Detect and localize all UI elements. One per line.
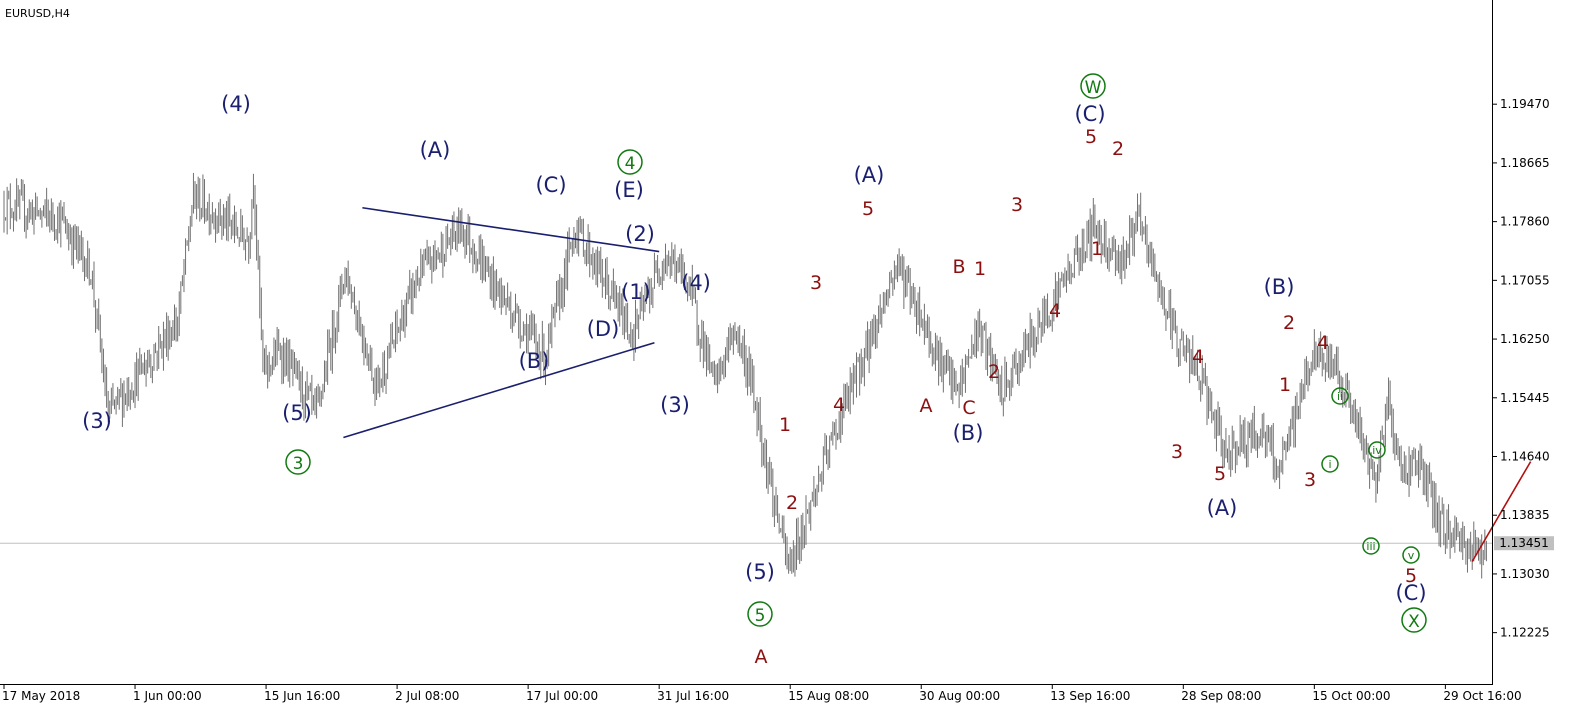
wave-label: v [1408, 549, 1415, 562]
y-axis-ticks: 1.19470 1.18665 1.17860 1.17055 1.16250 1.154… [1492, 97, 1550, 640]
axes-layer: 1.19470 1.18665 1.17860 1.17055 1.16250 1.154… [0, 0, 1550, 703]
wave-label: (B) [953, 421, 984, 445]
wave-label: i [1328, 458, 1331, 471]
wave-label: 1 [779, 414, 791, 436]
x-tick-label: 13 Sep 16:00 [1050, 689, 1130, 703]
wave-label: 3 [1304, 469, 1316, 491]
wave-label: 2 [1283, 312, 1295, 334]
x-tick-label: 15 Aug 08:00 [788, 689, 869, 703]
wave-label: (2) [625, 222, 655, 246]
wave-label: (D) [587, 317, 620, 341]
wave-label: 1 [1091, 238, 1103, 260]
wave-label: (5) [745, 560, 775, 584]
wave-label: ii [1337, 390, 1343, 403]
wave-label-circle [1321, 455, 1339, 473]
x-tick-label: 28 Sep 08:00 [1181, 689, 1261, 703]
wave-label: iii [1366, 540, 1375, 553]
x-tick-label: 1 Jun 00:00 [133, 689, 202, 703]
wave-label: (E) [614, 178, 644, 202]
trendlines-layer [343, 206, 1532, 562]
wave-labels-layer: (3) (4) (5) 3 (A) (B) (C) (D) (E) 4 (2) (1) (4) (3) (5… [82, 73, 1427, 668]
wave-label-circle [747, 601, 773, 627]
wave-label-circle [1331, 387, 1349, 405]
wave-label-circle [617, 149, 643, 175]
x-tick-label: 29 Oct 16:00 [1443, 689, 1521, 703]
wave-label: 4 [625, 154, 636, 174]
x-tick-label: 17 May 2018 [2, 689, 80, 703]
wave-label-circle [1401, 607, 1427, 633]
triangle-upper-trendline[interactable] [362, 206, 660, 253]
wave-label: 4 [1192, 346, 1204, 368]
wave-label: 1 [1279, 374, 1291, 396]
x-tick-label: 15 Oct 00:00 [1312, 689, 1390, 703]
x-tick-label: 2 Jul 08:00 [395, 689, 459, 703]
x-tick-label: 30 Aug 00:00 [919, 689, 1000, 703]
wave-label: 3 [1011, 194, 1023, 216]
y-tick-label: 1.16250 [1500, 332, 1550, 346]
wave-label: B [952, 256, 965, 278]
wave-label: (C) [1074, 102, 1105, 126]
wave-label: 2 [786, 492, 798, 514]
y-tick-label: 1.17860 [1500, 215, 1550, 229]
wave-label: (B) [1264, 275, 1295, 299]
wave-label: 4 [1317, 332, 1329, 354]
wave-label-circle [1362, 537, 1380, 555]
wave-label-circle [1080, 73, 1106, 99]
wave-label: 4 [833, 394, 845, 416]
wave-label: 5 [755, 606, 766, 626]
wave-label: (3) [82, 409, 112, 433]
wave-label: 3 [293, 454, 304, 474]
wave-label: 3 [810, 272, 822, 294]
wave-label: (B) [519, 349, 550, 373]
projection-line[interactable] [1471, 461, 1532, 562]
wave-label: 4 [1049, 300, 1061, 322]
x-tick-label: 15 Jun 16:00 [264, 689, 340, 703]
y-tick-label: 1.14640 [1500, 449, 1550, 463]
wave-label-circle [1368, 441, 1386, 459]
wave-label: (C) [1395, 581, 1426, 605]
current-price-label: 1.13451 [1499, 536, 1549, 550]
y-tick-label: 1.12225 [1500, 626, 1550, 640]
candlestick-series [3, 172, 1487, 579]
x-axis-ticks: 17 May 2018 1 Jun 00:00 15 Jun 16:00 2 Jul … [2, 684, 1522, 703]
x-tick-label: 17 Jul 00:00 [526, 689, 598, 703]
wave-label: (4) [681, 271, 711, 295]
wave-label: 2 [1112, 138, 1124, 160]
wave-label: (1) [621, 280, 651, 304]
wave-label: A [920, 395, 933, 417]
wave-label: (5) [282, 401, 312, 425]
wave-label: X [1408, 612, 1420, 632]
wave-label: C [962, 397, 975, 419]
wave-label: 5 [1085, 126, 1097, 148]
current-price-box-bg [1494, 536, 1554, 551]
x-tick-label: 31 Jul 16:00 [657, 689, 729, 703]
wave-label: (3) [660, 393, 690, 417]
wave-label: 2 [988, 361, 1000, 383]
wave-label: (C) [535, 173, 566, 197]
y-tick-label: 1.13030 [1500, 567, 1550, 581]
y-tick-label: 1.18665 [1500, 156, 1550, 170]
wave-label: (A) [420, 138, 451, 162]
y-tick-label: 1.19470 [1500, 97, 1550, 111]
wave-label: 1 [974, 258, 986, 280]
y-tick-label: 1.17055 [1500, 273, 1550, 287]
y-tick-label: 1.15445 [1500, 391, 1550, 405]
wave-label: 3 [1171, 441, 1183, 463]
wave-label: iv [1372, 444, 1382, 457]
y-tick-label: 1.13835 [1500, 508, 1550, 522]
current-price-box: 1.13451 [1494, 536, 1554, 551]
wave-label: W [1085, 78, 1102, 98]
wave-label: (4) [221, 92, 251, 116]
triangle-lower-trendline[interactable] [343, 341, 655, 439]
wave-label: A [755, 646, 768, 668]
symbol-title: EURUSD,H4 [5, 7, 70, 20]
wave-label: 5 [862, 198, 874, 220]
wave-label: 5 [1405, 565, 1417, 587]
wave-label-circle [285, 449, 311, 475]
wave-label: (A) [854, 163, 885, 187]
wave-label: 5 [1214, 463, 1226, 485]
wave-label-circle [1402, 546, 1420, 564]
wave-label: (A) [1207, 496, 1238, 520]
